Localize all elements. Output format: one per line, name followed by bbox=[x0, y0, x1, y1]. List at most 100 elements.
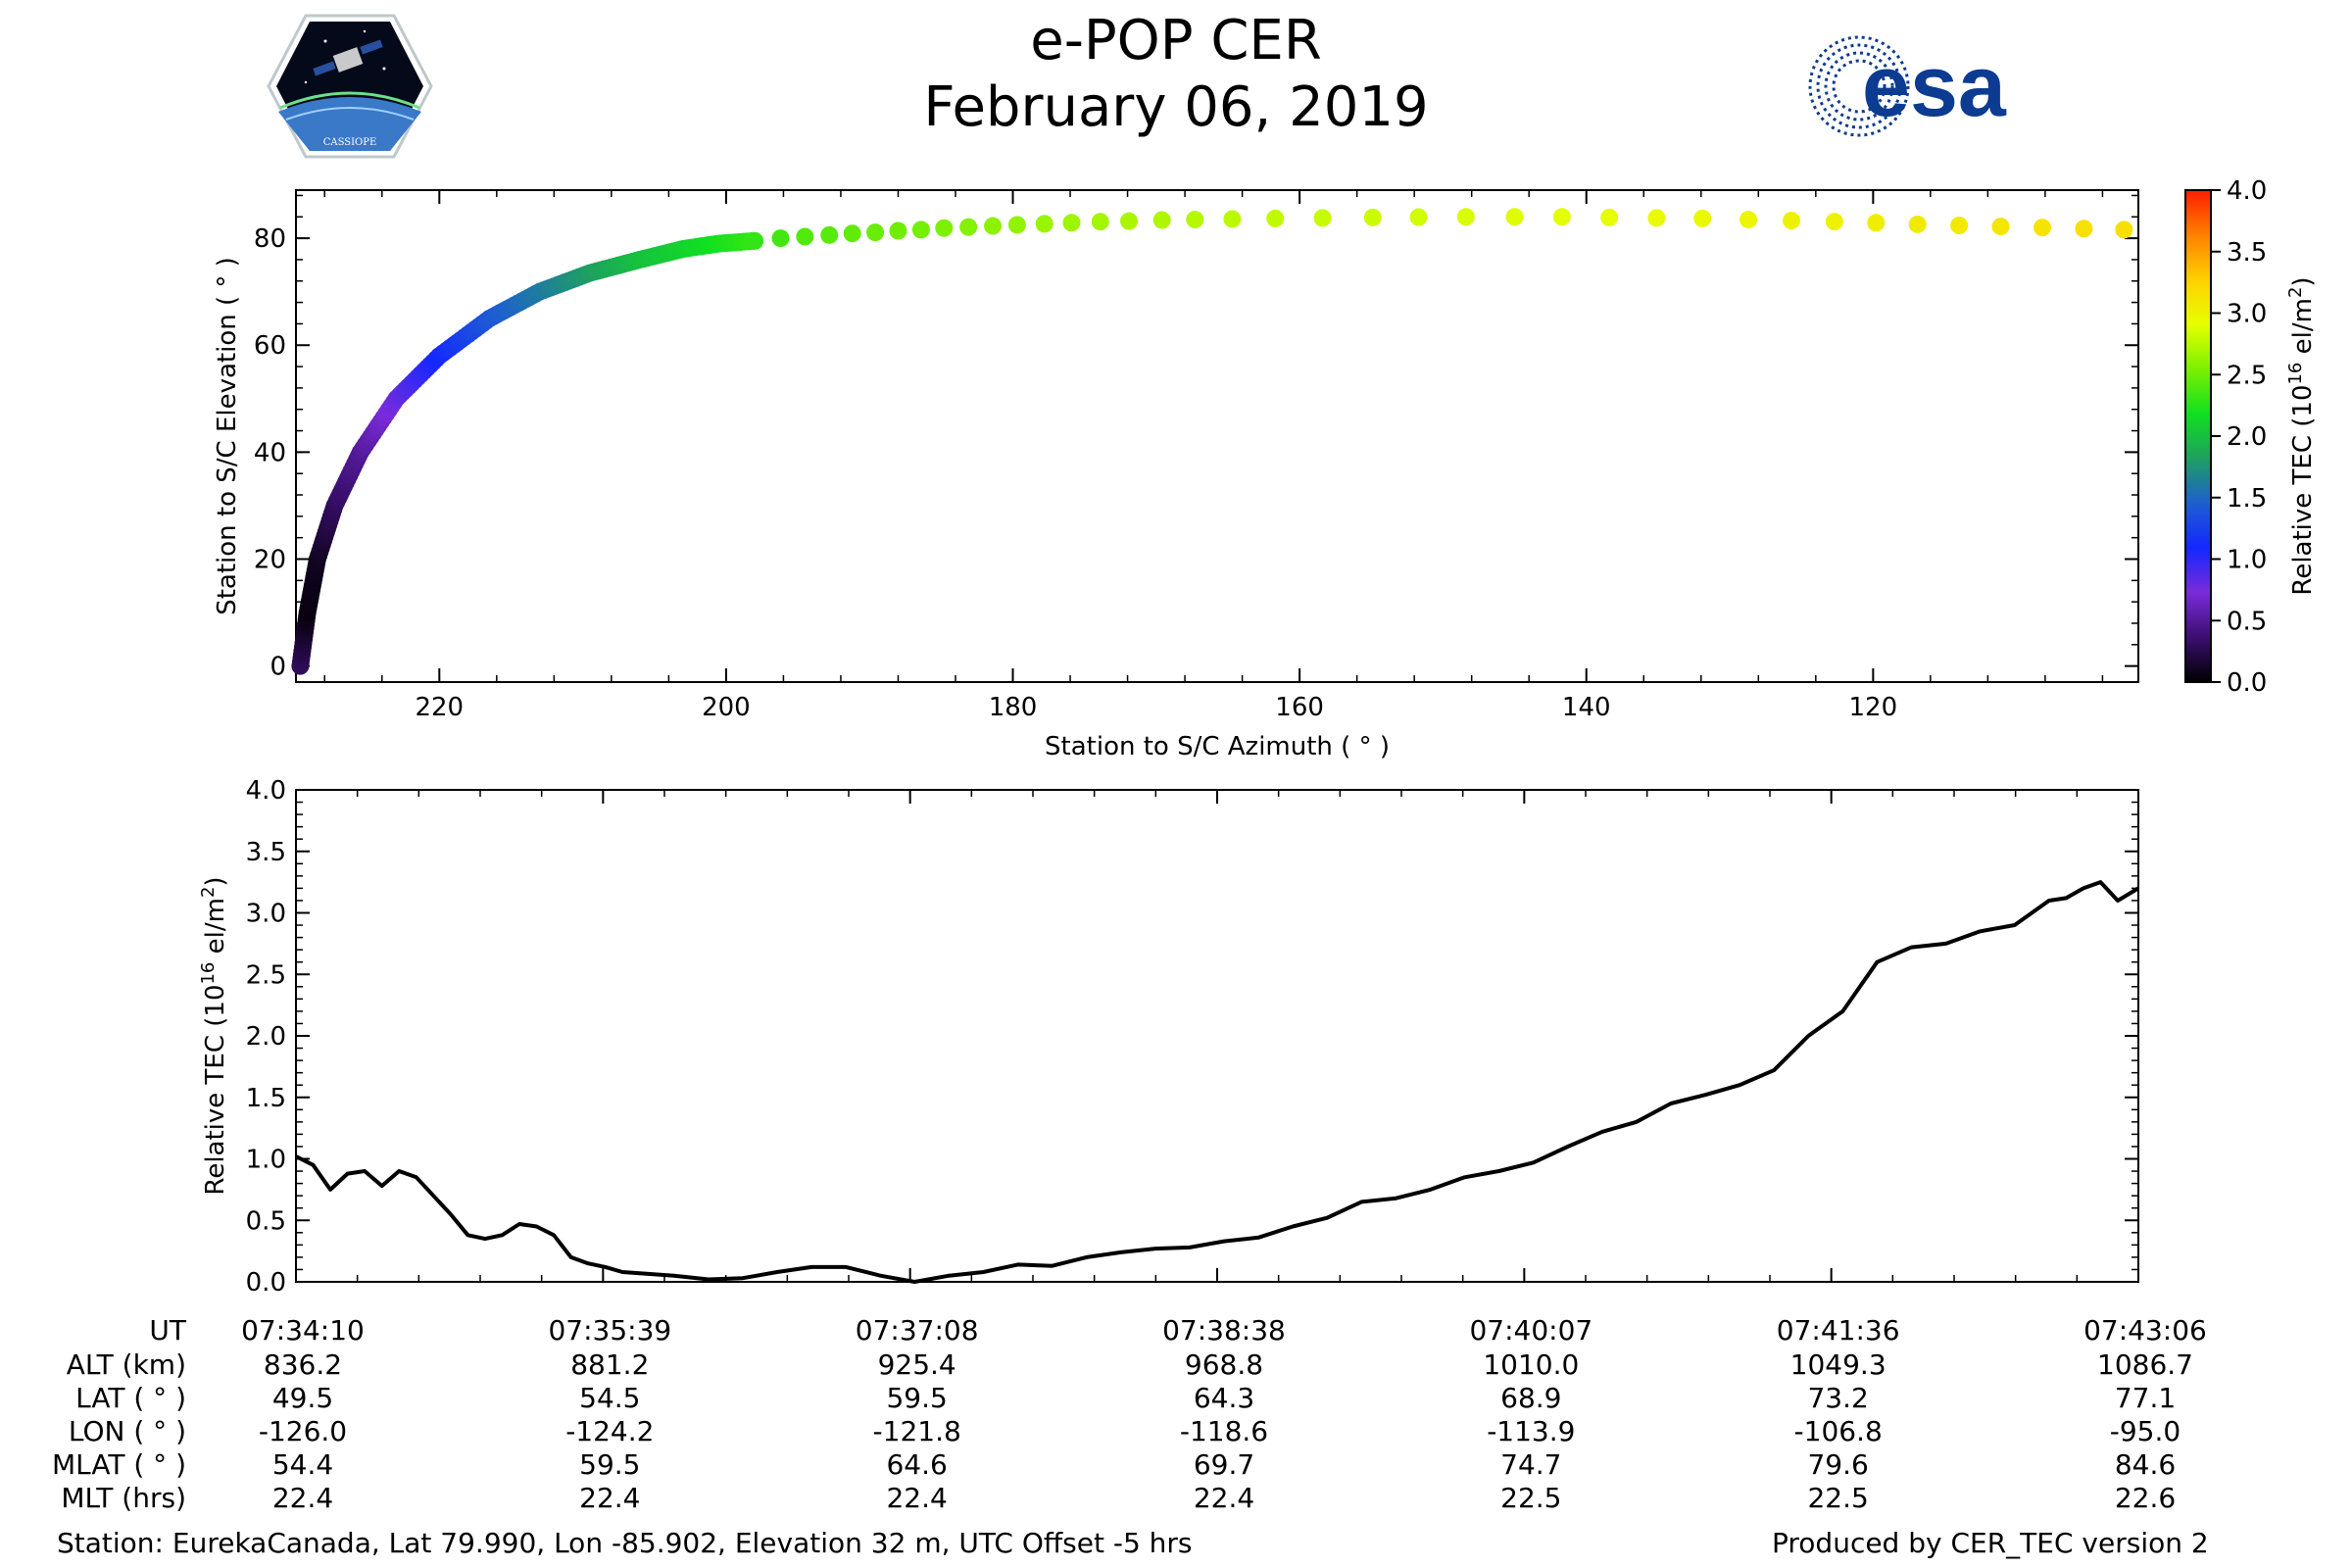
elevation-point bbox=[1091, 213, 1109, 231]
x-tick-label: 140 bbox=[1562, 693, 1611, 722]
tec-y-tick-label: 4.0 bbox=[246, 776, 286, 806]
table-row-label: ALT (km) bbox=[67, 1348, 186, 1381]
table-cell: 59.5 bbox=[579, 1448, 640, 1481]
cassiope-logo: CASSIOPE bbox=[267, 14, 433, 159]
elevation-point bbox=[1693, 209, 1712, 227]
table-cell: 74.7 bbox=[1500, 1448, 1561, 1481]
colorbar-tick-label: 1.0 bbox=[2227, 546, 2267, 575]
tec-axis-label: Relative TEC (1016 el/m2) bbox=[198, 876, 231, 1195]
elevation-point bbox=[843, 224, 861, 243]
table-cell: 77.1 bbox=[2115, 1382, 2176, 1414]
produced-by: Produced by CER_TEC version 2 bbox=[1772, 1527, 2209, 1559]
table-cell: 881.2 bbox=[570, 1348, 649, 1381]
elevation-point bbox=[1867, 214, 1886, 232]
figure-title: e-POP CER bbox=[1030, 9, 1322, 73]
elevation-point bbox=[1950, 217, 1969, 235]
elevation-point bbox=[959, 218, 978, 236]
elevation-point bbox=[746, 231, 764, 250]
tec-plot-frame bbox=[295, 789, 2139, 1283]
elevation-point bbox=[820, 225, 839, 244]
table-cell: 925.4 bbox=[878, 1348, 956, 1381]
colorbar-gradient bbox=[2184, 189, 2212, 683]
table-cell: 69.7 bbox=[1194, 1448, 1254, 1481]
elevation-point bbox=[1062, 214, 1081, 232]
cassiope-logo-text: CASSIOPE bbox=[323, 137, 377, 148]
y-tick-label: 40 bbox=[254, 438, 286, 467]
tec-y-tick-label: 1.5 bbox=[246, 1084, 286, 1113]
colorbar-tick-label: 3.5 bbox=[2227, 238, 2267, 268]
elevation-point bbox=[1313, 209, 1332, 227]
table-cell: 73.2 bbox=[1807, 1382, 1868, 1414]
elevation-point bbox=[1782, 212, 1800, 230]
x-tick-label: 200 bbox=[702, 693, 751, 722]
colorbar-label: Relative TEC (1016 el/m2) bbox=[2285, 276, 2319, 595]
table-cell: 07:35:39 bbox=[548, 1314, 671, 1347]
elevation-point bbox=[796, 227, 814, 246]
table-cell: -95.0 bbox=[2110, 1415, 2180, 1447]
elevation-point bbox=[1505, 208, 1524, 226]
table-cell: 22.5 bbox=[1500, 1482, 1561, 1514]
table-cell: 49.5 bbox=[272, 1382, 333, 1414]
table-cell: 22.4 bbox=[1194, 1482, 1254, 1514]
esa-logo-text: esa bbox=[1862, 37, 2007, 134]
elevation-point bbox=[1409, 208, 1428, 226]
table-cell: 22.4 bbox=[272, 1482, 333, 1514]
table-cell: 79.6 bbox=[1807, 1448, 1868, 1481]
table-cell: 59.5 bbox=[886, 1382, 947, 1414]
y-tick-label: 60 bbox=[254, 331, 286, 361]
colorbar-tick-label: 2.0 bbox=[2227, 422, 2267, 452]
colorbar-tick-label: 0.0 bbox=[2227, 668, 2267, 698]
table-cell: 07:41:36 bbox=[1777, 1314, 1900, 1347]
elevation-point bbox=[1991, 218, 2010, 236]
y-tick-label: 0 bbox=[270, 653, 286, 682]
colorbar-tick-label: 4.0 bbox=[2227, 176, 2267, 206]
elevation-axis-label: Station to S/C Elevation ( ° ) bbox=[213, 257, 242, 615]
elevation-plot-ticks: 220 200 180 160 140 120 0 20 40 60 80 bbox=[254, 190, 2138, 722]
table-row-label: LAT ( ° ) bbox=[75, 1382, 186, 1414]
tec-y-tick-label: 2.0 bbox=[246, 1022, 286, 1052]
table-cell: -124.2 bbox=[565, 1415, 654, 1447]
colorbar-tick-label: 3.0 bbox=[2227, 300, 2267, 329]
colorbar-tick-label: 1.5 bbox=[2227, 484, 2267, 514]
table-cell: 07:34:10 bbox=[241, 1314, 365, 1347]
elevation-point bbox=[1120, 212, 1139, 230]
table-cell: 22.4 bbox=[579, 1482, 640, 1514]
elevation-point bbox=[1600, 208, 1619, 226]
table-cell: 54.5 bbox=[579, 1382, 640, 1414]
elevation-plot-frame bbox=[295, 189, 2139, 683]
table-cell: 22.4 bbox=[886, 1482, 947, 1514]
elevation-point bbox=[911, 220, 930, 239]
tec-y-tick-label: 0.0 bbox=[246, 1268, 286, 1298]
table-cell: 07:38:38 bbox=[1162, 1314, 1286, 1347]
tec-y-tick-label: 1.0 bbox=[246, 1146, 286, 1175]
table-cell: 07:43:06 bbox=[2083, 1314, 2207, 1347]
tec-time-panel: 0.0 0.5 1.0 1.5 2.0 2.5 3.0 3.5 4.0 Relative TEC… bbox=[198, 776, 2140, 1298]
elevation-point bbox=[1456, 208, 1475, 226]
table-cell: -121.8 bbox=[873, 1415, 961, 1447]
elevation-point bbox=[1186, 211, 1204, 229]
table-cell: 1049.3 bbox=[1790, 1348, 1886, 1381]
elevation-point bbox=[771, 229, 790, 248]
table-cell: 968.8 bbox=[1185, 1348, 1263, 1381]
elevation-point bbox=[1552, 208, 1571, 226]
table-cell: 1010.0 bbox=[1483, 1348, 1579, 1381]
table-cell: 22.5 bbox=[1807, 1482, 1868, 1514]
table-cell: 07:37:08 bbox=[856, 1314, 979, 1347]
elevation-point bbox=[1266, 209, 1285, 227]
x-tick-label: 180 bbox=[989, 693, 1038, 722]
table-cell: -118.6 bbox=[1180, 1415, 1268, 1447]
table-cell: 1086.7 bbox=[2097, 1348, 2193, 1381]
x-tick-label: 120 bbox=[1849, 693, 1898, 722]
elevation-point bbox=[1035, 215, 1054, 233]
elevation-point bbox=[2075, 220, 2093, 238]
elevation-scatter-points bbox=[291, 208, 2133, 675]
tec-plot-ticks: 0.0 0.5 1.0 1.5 2.0 2.5 3.0 3.5 4.0 bbox=[246, 776, 2139, 1298]
elevation-point bbox=[1740, 211, 1758, 229]
elevation-azimuth-panel: 220 200 180 160 140 120 0 20 40 60 80 Station to S… bbox=[213, 189, 2139, 761]
azimuth-axis-label: Station to S/C Azimuth ( ° ) bbox=[1045, 732, 1390, 761]
table-cell: 64.3 bbox=[1194, 1382, 1254, 1414]
tec-y-tick-label: 2.5 bbox=[246, 960, 286, 990]
table-cell: 68.9 bbox=[1500, 1382, 1561, 1414]
